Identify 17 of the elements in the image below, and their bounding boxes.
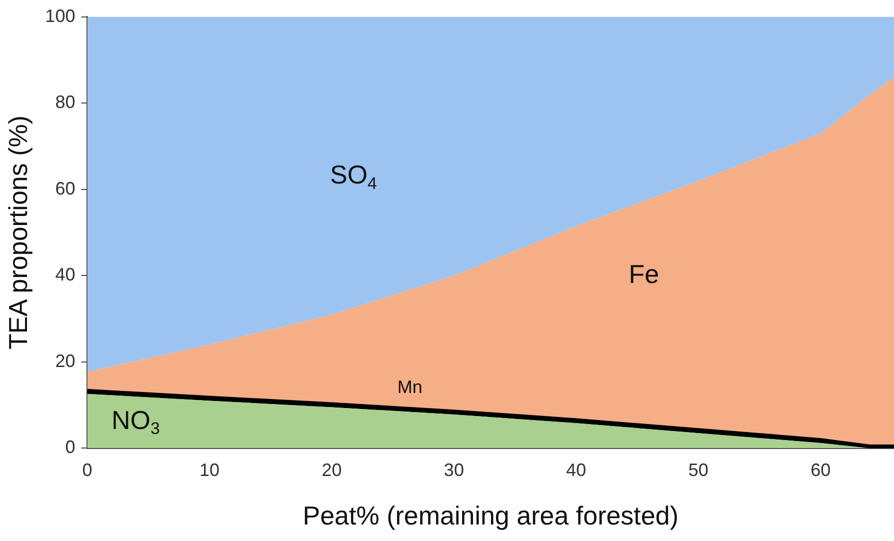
y-tick-label: 100 (45, 6, 76, 26)
y-tick-label: 40 (55, 264, 76, 285)
y-tick-label: 0 (65, 437, 76, 458)
x-tick-label: 20 (322, 460, 342, 480)
x-tick-label: 40 (566, 460, 586, 480)
y-tick-label: 60 (55, 178, 76, 198)
x-tick-label: 60 (810, 460, 831, 480)
series-label: Fe (628, 258, 660, 289)
y-axis-title: TEA proportions (%) (2, 115, 33, 350)
x-tick-label: 30 (444, 460, 464, 480)
x-tick-label: 10 (199, 460, 220, 480)
x-tick-label: 50 (688, 460, 708, 480)
x-axis-title: Peat% (remaining area forested) (302, 500, 678, 531)
y-tick-label: 80 (55, 92, 76, 112)
series-label: Mn (397, 376, 422, 397)
x-tick-label: 0 (82, 460, 92, 480)
y-tick-label: 20 (55, 350, 76, 371)
